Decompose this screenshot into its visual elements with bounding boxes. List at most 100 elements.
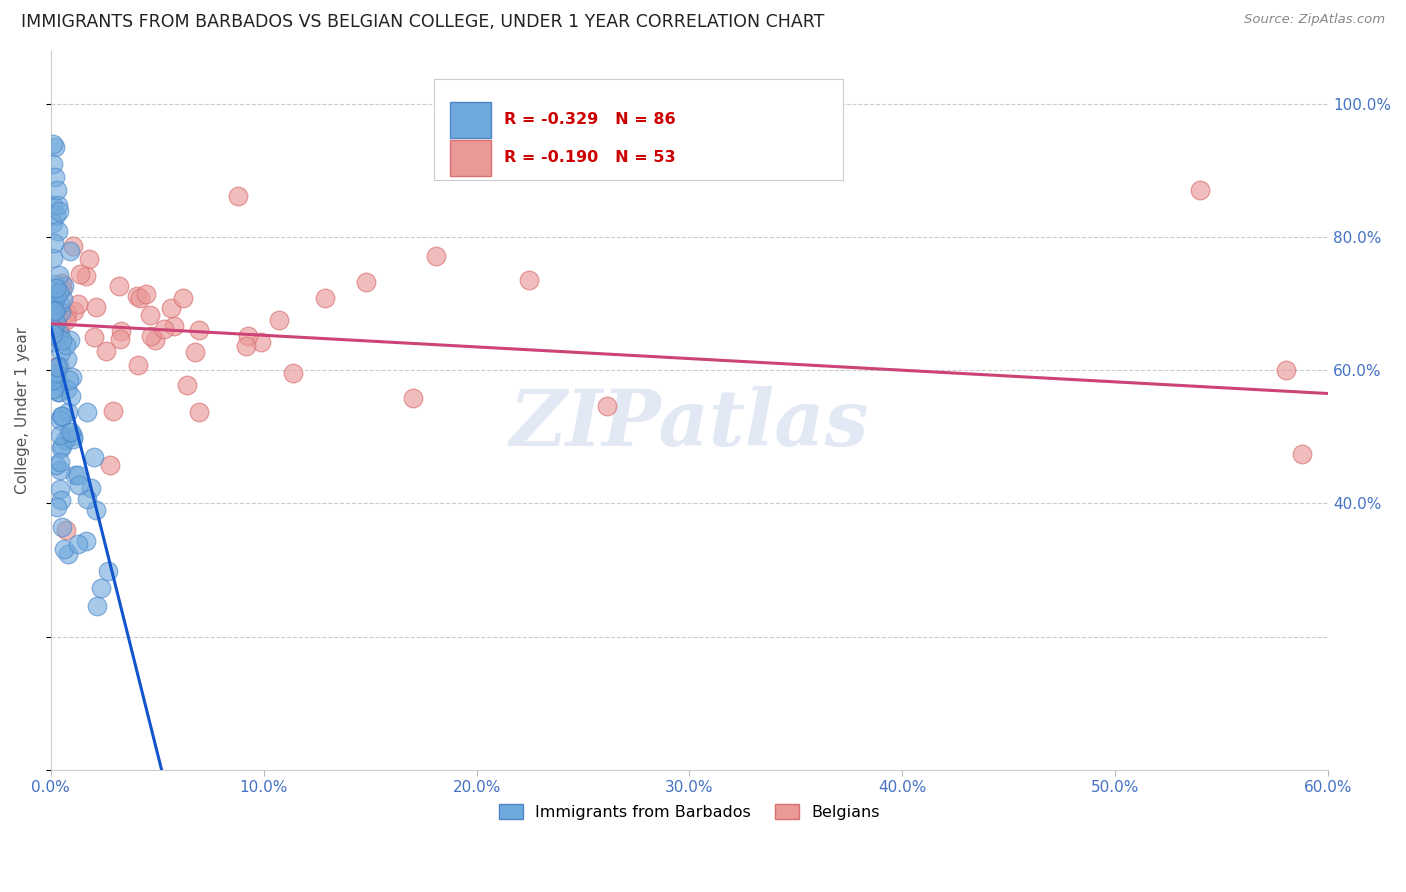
Point: [56, 351, 79, 366]
Point: [58, 373, 80, 387]
Point: [63, 468, 86, 483]
Point: [108, 278, 131, 293]
Point: [51, 304, 73, 318]
Point: [62, 428, 84, 442]
Point: [49, 483, 72, 497]
Point: [53, 433, 76, 447]
Point: [60, 370, 83, 384]
Point: [42, 157, 65, 171]
Point: [76, 405, 98, 419]
Point: [48, 203, 70, 218]
Point: [44, 303, 66, 318]
Point: [139, 328, 162, 343]
Point: [45, 290, 67, 304]
Point: [66, 468, 89, 483]
Point: [46, 198, 69, 212]
Point: [75, 269, 97, 284]
Point: [67, 478, 90, 492]
Point: [267, 313, 290, 327]
Point: [56, 547, 79, 561]
Point: [1291, 447, 1313, 461]
Point: [55, 313, 77, 327]
Point: [1189, 184, 1212, 198]
Point: [354, 275, 377, 289]
Point: [59, 333, 82, 347]
Point: [76, 492, 98, 507]
Point: [45, 458, 67, 472]
Point: [45, 317, 67, 331]
Point: [62, 304, 84, 318]
Point: [49, 409, 72, 424]
Point: [84, 503, 107, 517]
Point: [48, 268, 70, 283]
Point: [46, 500, 69, 515]
Point: [49, 455, 72, 469]
Point: [42, 216, 65, 230]
Point: [48, 333, 70, 347]
Point: [42, 251, 65, 265]
Point: [46, 224, 69, 238]
Point: [314, 291, 336, 305]
Point: [49, 412, 72, 426]
Point: [55, 337, 77, 351]
Point: [56, 382, 79, 396]
Point: [77, 252, 100, 266]
Point: [42, 334, 65, 349]
Point: [46, 375, 69, 389]
Point: [80, 481, 103, 495]
Point: [187, 323, 209, 337]
Point: [159, 301, 181, 315]
Point: [55, 305, 77, 319]
Text: ZIPatlas: ZIPatlas: [510, 386, 869, 463]
Point: [42, 136, 65, 151]
Point: [48, 326, 70, 340]
Point: [163, 318, 186, 333]
Point: [110, 324, 132, 338]
Point: [44, 170, 66, 185]
Point: [60, 425, 83, 439]
Point: [49, 297, 72, 311]
Point: [226, 188, 249, 202]
Point: [56, 405, 79, 419]
Point: [172, 292, 194, 306]
Point: [236, 329, 259, 343]
Point: [249, 334, 271, 349]
Point: [49, 463, 72, 477]
Point: [51, 409, 73, 424]
Point: [46, 384, 69, 399]
Point: [59, 244, 82, 259]
Point: [67, 297, 90, 311]
Point: [49, 492, 72, 507]
Point: [283, 366, 305, 380]
Point: [187, 405, 209, 419]
Point: [42, 373, 65, 387]
Point: [235, 339, 257, 353]
Point: [1274, 363, 1296, 377]
Point: [595, 399, 617, 413]
Point: [49, 345, 72, 359]
Point: [46, 310, 69, 324]
Point: [53, 542, 76, 557]
Y-axis label: College, Under 1 year: College, Under 1 year: [15, 326, 30, 494]
Point: [42, 198, 65, 212]
Point: [402, 391, 425, 405]
Point: [49, 323, 72, 337]
Point: [51, 276, 73, 290]
Point: [83, 330, 105, 344]
Point: [110, 332, 132, 346]
Point: [101, 403, 124, 417]
Point: [143, 334, 166, 348]
Point: [42, 382, 65, 396]
Point: [48, 359, 70, 374]
Point: [51, 439, 73, 453]
Point: [67, 537, 90, 551]
Point: [42, 369, 65, 384]
Point: [42, 321, 65, 335]
Point: [135, 286, 157, 301]
Point: [44, 292, 66, 306]
Point: [46, 330, 69, 344]
Point: [55, 523, 77, 537]
Point: [90, 581, 112, 595]
Point: [45, 208, 67, 222]
Point: [45, 366, 67, 380]
